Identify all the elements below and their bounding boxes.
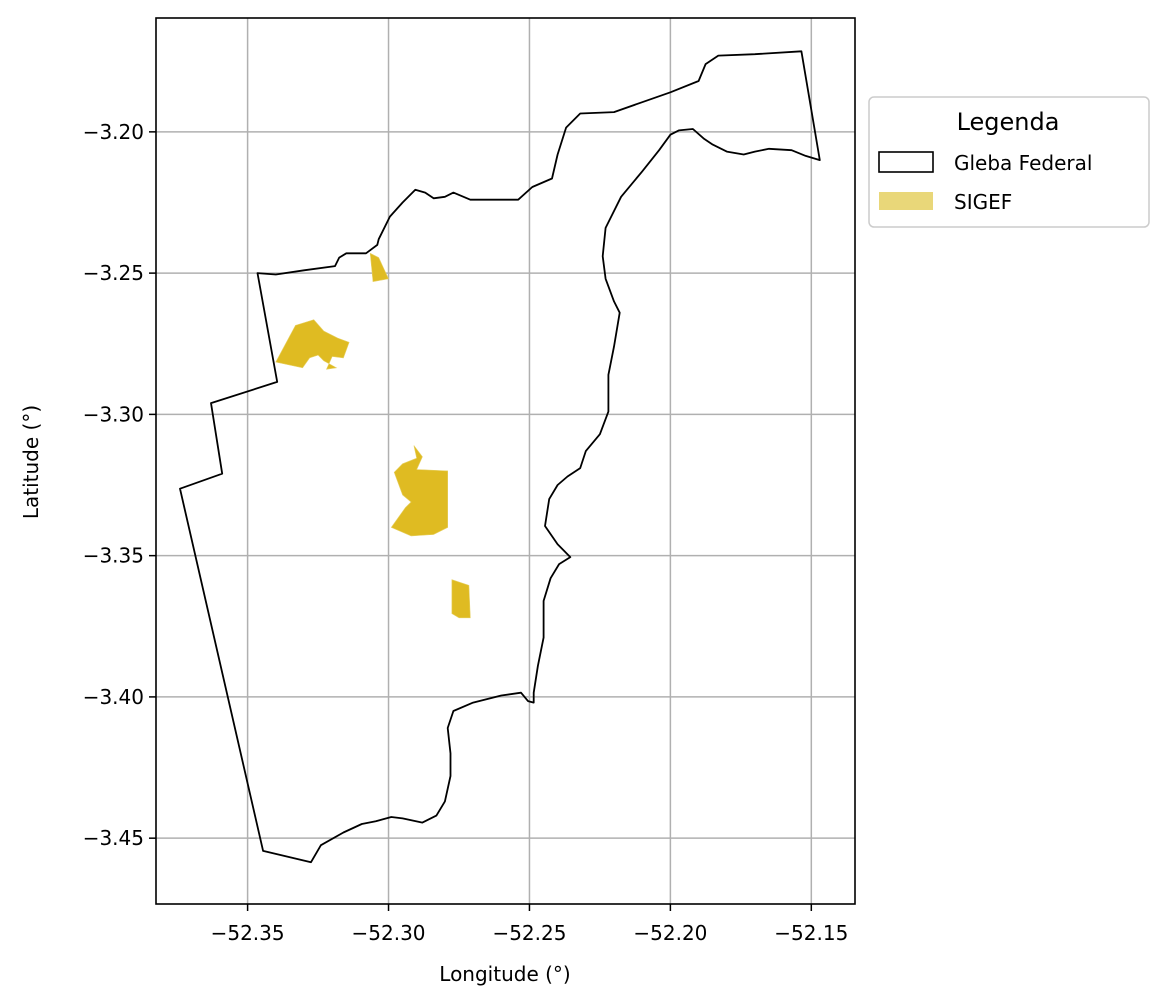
axes-background (156, 18, 855, 904)
y-tick-label: −3.45 (83, 826, 144, 850)
y-tick-label: −3.25 (83, 261, 144, 285)
x-axis-ticks: −52.35 −52.30 −52.25 −52.20 −52.15 (211, 904, 848, 945)
y-axis-ticks: −3.20 −3.25 −3.30 −3.35 −3.40 −3.45 (83, 120, 156, 850)
map-features (179, 50, 821, 864)
legend-label-sigef: SIGEF (954, 190, 1012, 214)
sigef-parcel-3 (390, 445, 448, 537)
x-axis-label: Longitude (°) (439, 962, 570, 986)
sigef-parcel-2 (275, 319, 350, 370)
x-tick-label: −52.20 (633, 921, 707, 945)
x-tick-label: −52.35 (211, 921, 285, 945)
axes-frame (155, 17, 856, 905)
legend-title: Legenda (957, 108, 1060, 136)
x-tick-label: −52.15 (774, 921, 848, 945)
y-tick-label: −3.20 (83, 120, 144, 144)
sigef-parcel-4 (451, 579, 471, 619)
legend-swatch-sigef (879, 192, 933, 210)
x-tick-label: −52.30 (352, 921, 426, 945)
y-tick-label: −3.30 (83, 402, 144, 426)
legend: Legenda Gleba Federal SIGEF (868, 96, 1150, 228)
y-tick-label: −3.40 (83, 685, 144, 709)
gleba-federal-boundary (179, 50, 821, 864)
y-axis-label: Latitude (°) (19, 405, 43, 519)
plot-area (155, 17, 856, 905)
x-tick-label: −52.25 (492, 921, 566, 945)
grid-lines (156, 18, 855, 904)
sigef-parcel-1 (369, 252, 389, 282)
legend-frame (868, 96, 1150, 228)
legend-swatch-gleba-federal (878, 151, 934, 173)
y-tick-label: −3.35 (83, 544, 144, 568)
legend-label-gleba-federal: Gleba Federal (954, 151, 1092, 175)
